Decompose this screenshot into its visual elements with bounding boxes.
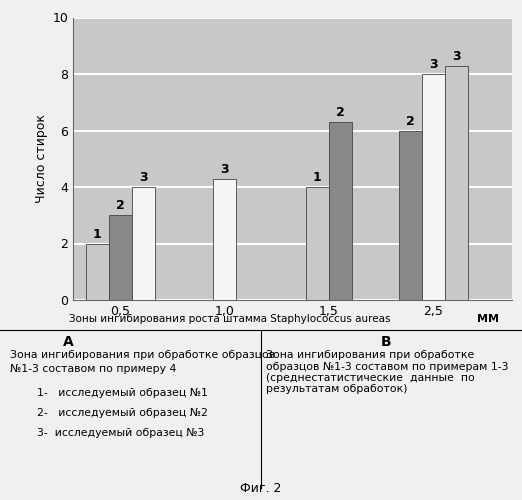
Text: B: B xyxy=(381,335,392,349)
Text: ММ: ММ xyxy=(477,314,499,324)
Text: 1-   исследуемый образец №1: 1- исследуемый образец №1 xyxy=(37,388,207,398)
Text: Фиг. 2: Фиг. 2 xyxy=(240,482,282,495)
Text: 3: 3 xyxy=(139,171,147,184)
Text: образцов №1-3 составом по примерам 1-3: образцов №1-3 составом по примерам 1-3 xyxy=(266,362,509,372)
Bar xyxy=(86,244,109,300)
Text: 3: 3 xyxy=(429,58,437,71)
Text: 3: 3 xyxy=(452,50,460,62)
Bar xyxy=(399,130,422,300)
Text: №1-3 составом по примеру 4: №1-3 составом по примеру 4 xyxy=(10,364,177,374)
Bar xyxy=(306,187,329,300)
Text: 2: 2 xyxy=(406,114,414,128)
Text: 2-   исследуемый образец №2: 2- исследуемый образец №2 xyxy=(37,408,207,418)
Text: Зоны ингибирования роста штамма Staphylococcus aureas: Зоны ингибирования роста штамма Staphylo… xyxy=(69,314,390,324)
Bar xyxy=(329,122,352,300)
Bar xyxy=(132,187,155,300)
Text: 2: 2 xyxy=(116,200,124,212)
Text: 2: 2 xyxy=(336,106,345,119)
Bar xyxy=(422,74,445,300)
Text: 1: 1 xyxy=(93,228,101,240)
Text: Зона ингибирования при обработке: Зона ингибирования при обработке xyxy=(266,350,474,360)
Text: 3-  исследуемый образец №3: 3- исследуемый образец №3 xyxy=(37,428,204,438)
Text: 3: 3 xyxy=(220,162,229,175)
Text: 1: 1 xyxy=(313,171,322,184)
Text: результатам обработок): результатам обработок) xyxy=(266,384,408,394)
Bar xyxy=(109,215,132,300)
Bar xyxy=(445,66,468,300)
Text: (среднестатистические  данные  по: (среднестатистические данные по xyxy=(266,373,475,383)
Y-axis label: Число стирок: Число стирок xyxy=(35,114,48,203)
Bar xyxy=(213,178,236,300)
Text: A: A xyxy=(63,335,73,349)
Text: Зона ингибирования при обработке образцов: Зона ингибирования при обработке образцо… xyxy=(10,350,276,360)
